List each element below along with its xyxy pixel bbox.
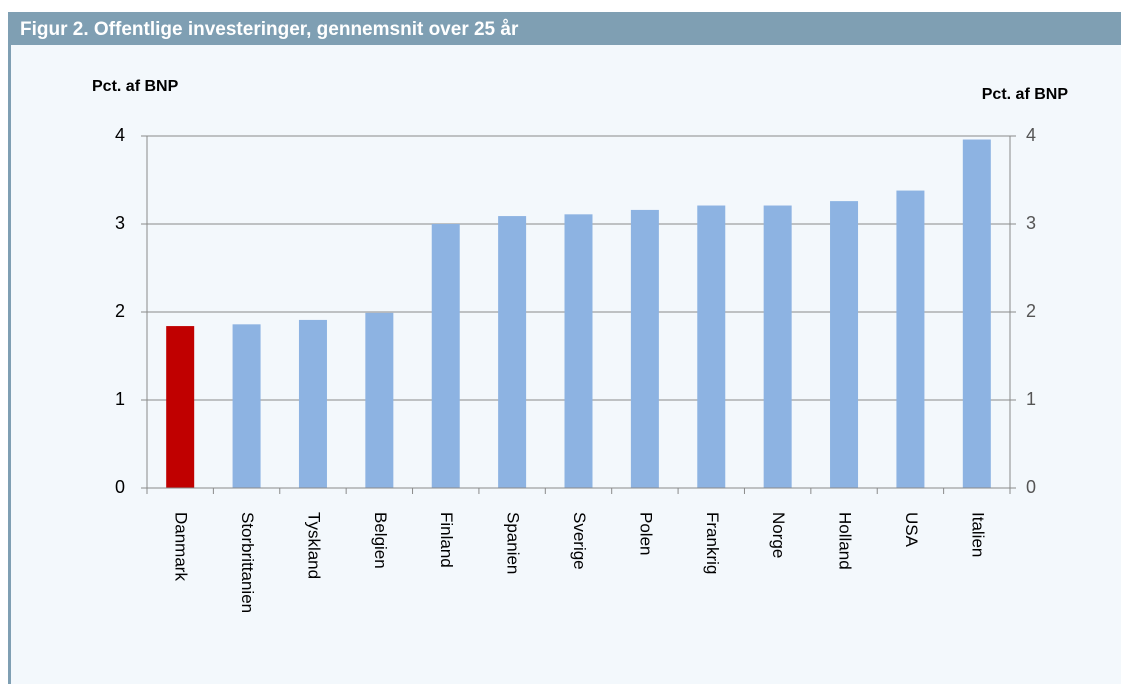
bar bbox=[763, 205, 792, 488]
bar bbox=[498, 216, 527, 488]
y-tick-label: 3 bbox=[115, 213, 125, 233]
chart-title: Figur 2. Offentlige investeringer, genne… bbox=[20, 19, 519, 40]
x-tick-label: Tyskland bbox=[304, 512, 323, 579]
x-tick-label: Storbrittanien bbox=[238, 512, 257, 613]
y2-tick-label: 2 bbox=[1026, 301, 1036, 321]
x-tick-label: Finland bbox=[437, 512, 456, 568]
y-tick-label: 2 bbox=[115, 301, 125, 321]
x-tick-label: Norge bbox=[769, 512, 788, 558]
y-axis-label: Pct. af BNP bbox=[92, 78, 179, 95]
y2-axis-label: Pct. af BNP bbox=[982, 86, 1069, 103]
bar bbox=[431, 224, 460, 488]
x-tick-label: Spanien bbox=[504, 512, 523, 574]
y2-tick-label: 0 bbox=[1026, 477, 1036, 497]
bar bbox=[896, 190, 925, 488]
bar bbox=[232, 324, 261, 488]
y-tick-label: 0 bbox=[115, 477, 125, 497]
bar bbox=[830, 201, 859, 488]
bar bbox=[298, 319, 327, 488]
x-tick-label: Polen bbox=[636, 512, 655, 555]
x-tick-label: Italien bbox=[968, 512, 987, 557]
x-tick-label: Frankrig bbox=[703, 512, 722, 574]
x-tick-label: Danmark bbox=[172, 512, 191, 581]
x-tick-label: Holland bbox=[836, 512, 855, 570]
bar bbox=[365, 312, 394, 488]
y2-tick-label: 3 bbox=[1026, 213, 1036, 233]
y2-tick-label: 1 bbox=[1026, 389, 1036, 409]
bar bbox=[630, 209, 659, 489]
bar bbox=[564, 214, 593, 488]
y-tick-label: 1 bbox=[115, 389, 125, 409]
x-tick-label: Belgien bbox=[371, 512, 390, 569]
y-tick-label: 4 bbox=[115, 125, 125, 145]
x-tick-label: Sverige bbox=[570, 512, 589, 570]
bar bbox=[166, 326, 195, 488]
bar bbox=[697, 205, 726, 488]
header-bar bbox=[8, 12, 1121, 45]
x-tick-label: USA bbox=[902, 512, 921, 548]
panel-border bbox=[8, 45, 11, 684]
bar bbox=[962, 139, 991, 488]
y2-tick-label: 4 bbox=[1026, 125, 1036, 145]
